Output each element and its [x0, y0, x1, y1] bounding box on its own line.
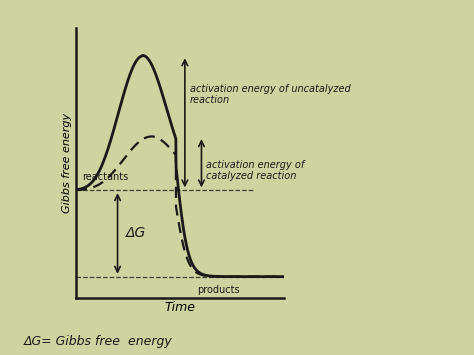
Text: activation energy of uncatalyzed
reaction: activation energy of uncatalyzed reactio…	[190, 84, 350, 105]
Text: ΔG= Gibbs free  energy: ΔG= Gibbs free energy	[24, 335, 173, 348]
Text: activation energy of
catalyzed reaction: activation energy of catalyzed reaction	[206, 160, 304, 181]
Text: products: products	[197, 285, 239, 295]
Y-axis label: Gibbs free energy: Gibbs free energy	[62, 113, 72, 213]
Text: ΔG: ΔG	[126, 226, 146, 240]
X-axis label: Time: Time	[164, 301, 196, 314]
Text: reactants: reactants	[82, 172, 128, 182]
